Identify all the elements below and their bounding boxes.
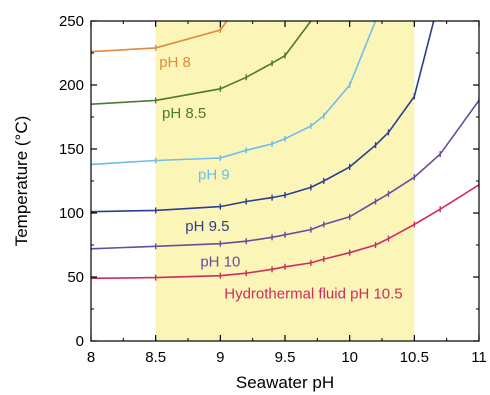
- series-label-0: pH 8: [159, 54, 191, 71]
- series-label-3: pH 9.5: [185, 218, 229, 235]
- series-label-5: Hydrothermal fluid pH 10.5: [224, 286, 402, 303]
- x-tick-label: 11: [471, 349, 487, 366]
- series-label-1: pH 8.5: [162, 105, 206, 122]
- y-tick-label: 200: [59, 77, 84, 94]
- x-tick-label: 10: [341, 349, 358, 366]
- y-axis-label: Temperature (°C): [12, 116, 31, 247]
- series-line-0: [91, 21, 228, 53]
- axes-layer: 8 8.5 9 9.5 10 10.5 11 0 50 100 150 200 250: [59, 13, 487, 366]
- x-tick-label: 10.5: [400, 349, 429, 366]
- x-tick-label: 8.5: [145, 349, 166, 366]
- series-line-4: [91, 99, 479, 250]
- x-tick-label: 9: [216, 349, 224, 366]
- series-labels-layer: pH 8 pH 8.5 pH 9 pH 9.5 pH 10 Hydrothermal fl…: [159, 54, 402, 303]
- x-tick-label: 9.5: [275, 349, 296, 366]
- series-layer: [91, 21, 479, 281]
- y-tick-label: 100: [59, 205, 84, 222]
- y-tick-label: 50: [67, 269, 84, 286]
- x-tick-label: 8: [87, 349, 95, 366]
- y-tick-label: 250: [59, 13, 84, 30]
- x-axis-label: Seawater pH: [236, 373, 334, 392]
- series-line-5: [91, 184, 479, 280]
- series-line-2: [91, 21, 377, 166]
- shaded-region-layer: [155, 21, 415, 341]
- series-label-2: pH 9: [198, 167, 230, 184]
- series-label-4: pH 10: [200, 254, 240, 271]
- y-tick-label: 150: [59, 141, 84, 158]
- y-tick-label: 0: [76, 333, 84, 350]
- shaded-ph-range: [155, 21, 415, 341]
